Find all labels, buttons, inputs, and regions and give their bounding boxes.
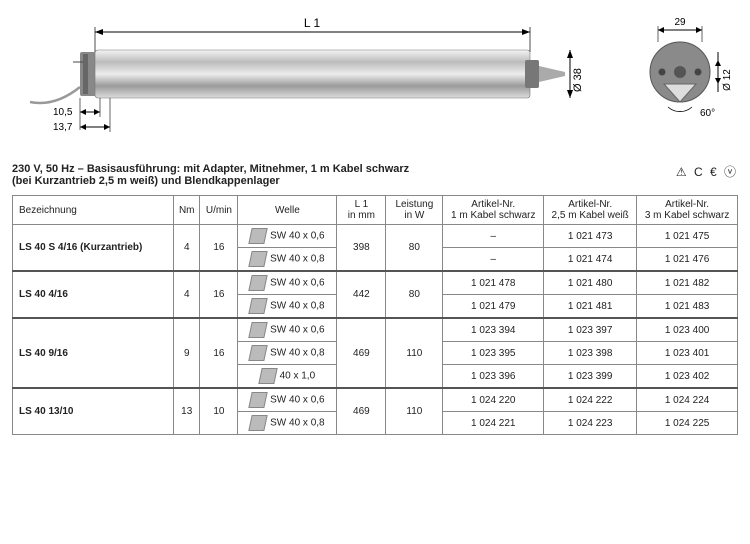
- col-nm: Nm: [174, 196, 200, 225]
- dim-L1: L 1: [304, 16, 321, 30]
- compliance-icons: ⚠ C € ⓥ: [676, 163, 738, 180]
- cell-art1: 1 021 478: [443, 271, 544, 295]
- motor-side-svg: L 1 Ø 38 10,5: [12, 12, 598, 142]
- cell-art2: 1 021 480: [544, 271, 637, 295]
- cell-welle: 40 x 1,0: [238, 365, 337, 389]
- cell-art3: 1 021 482: [637, 271, 738, 295]
- cell-bez: LS 40 9/16: [13, 318, 174, 388]
- cell-welle: SW 40 x 0,6: [238, 388, 337, 412]
- cell-art2: 1 023 398: [544, 342, 637, 365]
- cell-bez: LS 40 S 4/16 (Kurzantrieb): [13, 225, 174, 272]
- cell-welle: SW 40 x 0,8: [238, 342, 337, 365]
- col-umin: U/min: [200, 196, 238, 225]
- cell-watt: 110: [386, 388, 443, 435]
- cell-art2: 1 021 474: [544, 248, 637, 272]
- cell-art1: 1 023 396: [443, 365, 544, 389]
- diagram-side-view: L 1 Ø 38 10,5: [12, 12, 598, 145]
- cell-umin: 16: [200, 225, 238, 272]
- cell-art1: 1 021 479: [443, 295, 544, 319]
- shaft-icon: [248, 415, 267, 431]
- dim-60deg: 60°: [700, 108, 715, 119]
- cell-nm: 4: [174, 225, 200, 272]
- shaft-icon: [248, 345, 267, 361]
- cell-art3: 1 024 224: [637, 388, 738, 412]
- cell-art2: 1 023 397: [544, 318, 637, 342]
- cell-umin: 10: [200, 388, 238, 435]
- cell-welle: SW 40 x 0,8: [238, 248, 337, 272]
- cell-l1: 469: [337, 318, 386, 388]
- cell-watt: 80: [386, 225, 443, 272]
- shaft-icon: [248, 251, 267, 267]
- cell-nm: 13: [174, 388, 200, 435]
- cell-art3: 1 023 400: [637, 318, 738, 342]
- col-watt: Leistung in W: [386, 196, 443, 225]
- header-line2: (bei Kurzantrieb 2,5 m weiß) und Blendka…: [12, 175, 280, 187]
- header-line1: 230 V, 50 Hz – Basisausführung: mit Adap…: [12, 163, 409, 175]
- cell-bez: LS 40 13/10: [13, 388, 174, 435]
- cell-art2: 1 023 399: [544, 365, 637, 389]
- cell-umin: 16: [200, 271, 238, 318]
- cell-art3: 1 024 225: [637, 412, 738, 435]
- shaft-icon: [248, 392, 267, 408]
- table-row: LS 40 4/16416SW 40 x 0,6442801 021 4781 …: [13, 271, 738, 295]
- cell-nm: 9: [174, 318, 200, 388]
- cell-l1: 398: [337, 225, 386, 272]
- cell-umin: 16: [200, 318, 238, 388]
- dim-10-5: 10,5: [53, 107, 73, 118]
- table-row: LS 40 13/101310SW 40 x 0,64691101 024 22…: [13, 388, 738, 412]
- cell-l1: 442: [337, 271, 386, 318]
- cell-art1: 1 024 221: [443, 412, 544, 435]
- col-welle: Welle: [238, 196, 337, 225]
- dim-dia38: Ø 38: [572, 68, 584, 92]
- dim-13-7: 13,7: [53, 122, 73, 133]
- cell-welle: SW 40 x 0,6: [238, 318, 337, 342]
- shaft-icon: [248, 275, 267, 291]
- dim-dia12: Ø 12: [722, 69, 733, 91]
- spec-header: 230 V, 50 Hz – Basisausführung: mit Adap…: [12, 163, 738, 187]
- cell-art2: 1 021 481: [544, 295, 637, 319]
- cell-l1: 469: [337, 388, 386, 435]
- col-bezeichnung: Bezeichnung: [13, 196, 174, 225]
- cell-art2: 1 024 222: [544, 388, 637, 412]
- cell-bez: LS 40 4/16: [13, 271, 174, 318]
- table-row: LS 40 S 4/16 (Kurzantrieb)416SW 40 x 0,6…: [13, 225, 738, 248]
- cell-art1: 1 023 394: [443, 318, 544, 342]
- cell-art2: 1 024 223: [544, 412, 637, 435]
- cell-art3: 1 023 401: [637, 342, 738, 365]
- dim-29: 29: [674, 17, 686, 28]
- cell-watt: 80: [386, 271, 443, 318]
- motor-end-svg: 29 Ø 12 60°: [628, 12, 738, 142]
- col-l1: L 1 in mm: [337, 196, 386, 225]
- diagram-end-view: 29 Ø 12 60°: [628, 12, 738, 145]
- cell-watt: 110: [386, 318, 443, 388]
- cell-nm: 4: [174, 271, 200, 318]
- table-row: LS 40 9/16916SW 40 x 0,64691101 023 3941…: [13, 318, 738, 342]
- col-art2: Artikel-Nr. 2,5 m Kabel weiß: [544, 196, 637, 225]
- cell-welle: SW 40 x 0,6: [238, 271, 337, 295]
- shaft-icon: [258, 368, 277, 384]
- cell-art1: 1 024 220: [443, 388, 544, 412]
- cell-art3: 1 021 476: [637, 248, 738, 272]
- cell-welle: SW 40 x 0,8: [238, 295, 337, 319]
- table-body: LS 40 S 4/16 (Kurzantrieb)416SW 40 x 0,6…: [13, 225, 738, 435]
- cell-art1: –: [443, 225, 544, 248]
- cell-art3: 1 021 475: [637, 225, 738, 248]
- col-art1: Artikel-Nr. 1 m Kabel schwarz: [443, 196, 544, 225]
- col-art3: Artikel-Nr. 3 m Kabel schwarz: [637, 196, 738, 225]
- shaft-icon: [248, 298, 267, 314]
- shaft-icon: [248, 228, 267, 244]
- cell-art1: –: [443, 248, 544, 272]
- spec-table: Bezeichnung Nm U/min Welle L 1 in mm Lei…: [12, 195, 738, 435]
- spec-header-text: 230 V, 50 Hz – Basisausführung: mit Adap…: [12, 163, 409, 187]
- table-head: Bezeichnung Nm U/min Welle L 1 in mm Lei…: [13, 196, 738, 225]
- cell-welle: SW 40 x 0,6: [238, 225, 337, 248]
- shaft-icon: [248, 322, 267, 338]
- cell-art3: 1 023 402: [637, 365, 738, 389]
- cell-art3: 1 021 483: [637, 295, 738, 319]
- cell-art1: 1 023 395: [443, 342, 544, 365]
- cell-welle: SW 40 x 0,8: [238, 412, 337, 435]
- cell-art2: 1 021 473: [544, 225, 637, 248]
- technical-diagram: L 1 Ø 38 10,5: [12, 12, 738, 145]
